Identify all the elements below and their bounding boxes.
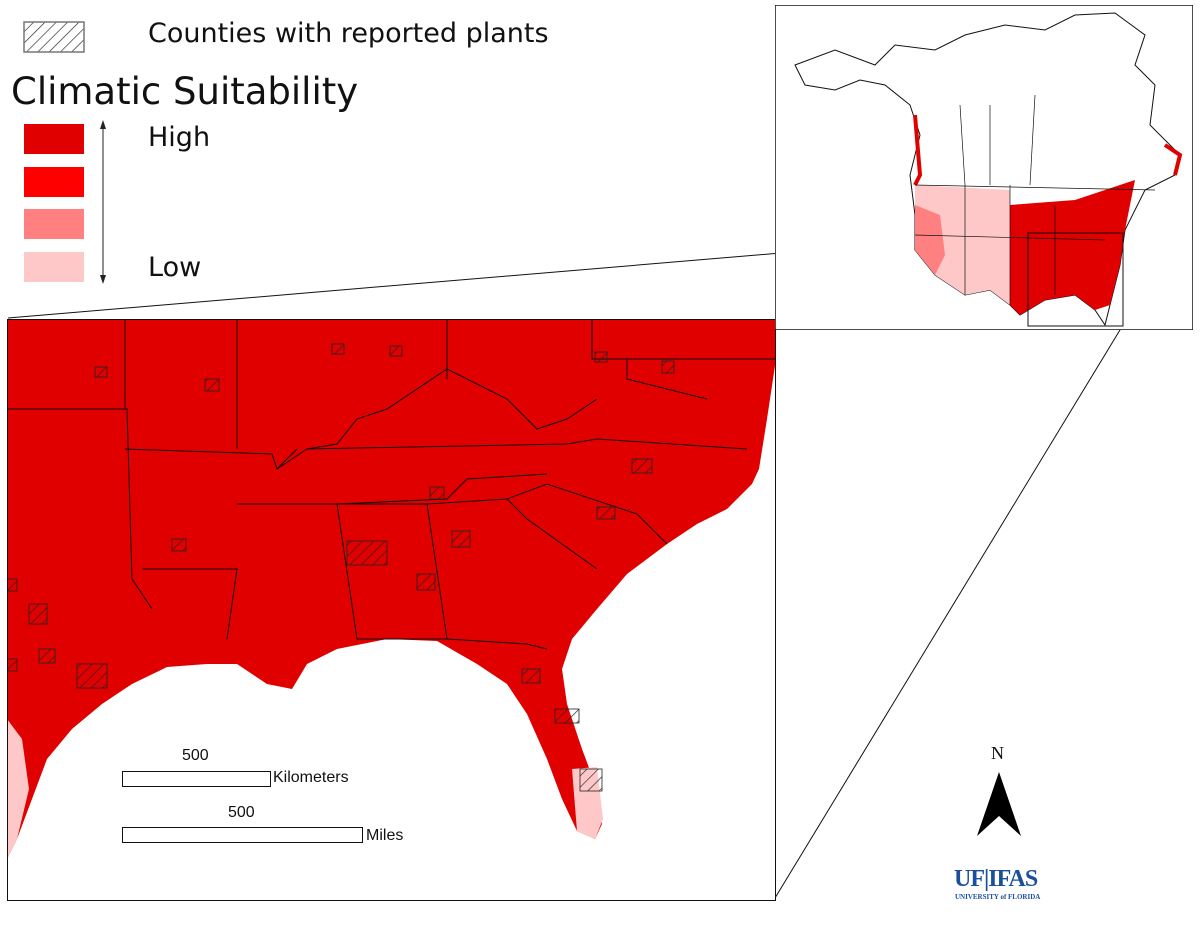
swatch-medium-low (24, 209, 84, 239)
inset-suitability-mid (915, 205, 945, 275)
high-label: High (148, 122, 211, 153)
main-map (7, 319, 776, 901)
swatch-low (24, 252, 84, 282)
hatch-swatch (23, 21, 85, 53)
ufifas-logo: UF|IFAS (954, 866, 1038, 892)
north-label: N (991, 743, 1004, 763)
north-arrow-icon (977, 772, 1021, 836)
low-suitability-texas (7, 719, 29, 859)
swatch-medium-high (24, 167, 84, 197)
scale-km-value: 500 (182, 747, 209, 764)
scale-mi-value: 500 (228, 804, 255, 821)
inset-extent-box (1027, 232, 1124, 327)
legend-title: Climatic Suitability (11, 70, 359, 113)
scale-km-unit: Kilometers (273, 769, 349, 786)
hatch-label: Counties with reported plants (148, 18, 549, 49)
reported-county-hatches (7, 343, 675, 792)
swatch-high (24, 124, 84, 154)
inset-suitability-high (1010, 180, 1135, 315)
land-southeast-us (7, 319, 776, 859)
gradient-arrow (100, 120, 106, 284)
state-boundaries (7, 319, 776, 650)
ufifas-logo-subtitle: UNIVERSITY of FLORIDA (955, 893, 1041, 901)
scale-bar-km (122, 771, 271, 787)
legend: Counties with reported plants Climatic S… (0, 0, 600, 290)
inset-map-north-america (775, 5, 1193, 330)
low-label: Low (148, 252, 202, 283)
scale-mi-unit: Miles (366, 827, 404, 844)
inset-boundaries (914, 94, 1156, 305)
scale-bar-mi (122, 827, 363, 843)
